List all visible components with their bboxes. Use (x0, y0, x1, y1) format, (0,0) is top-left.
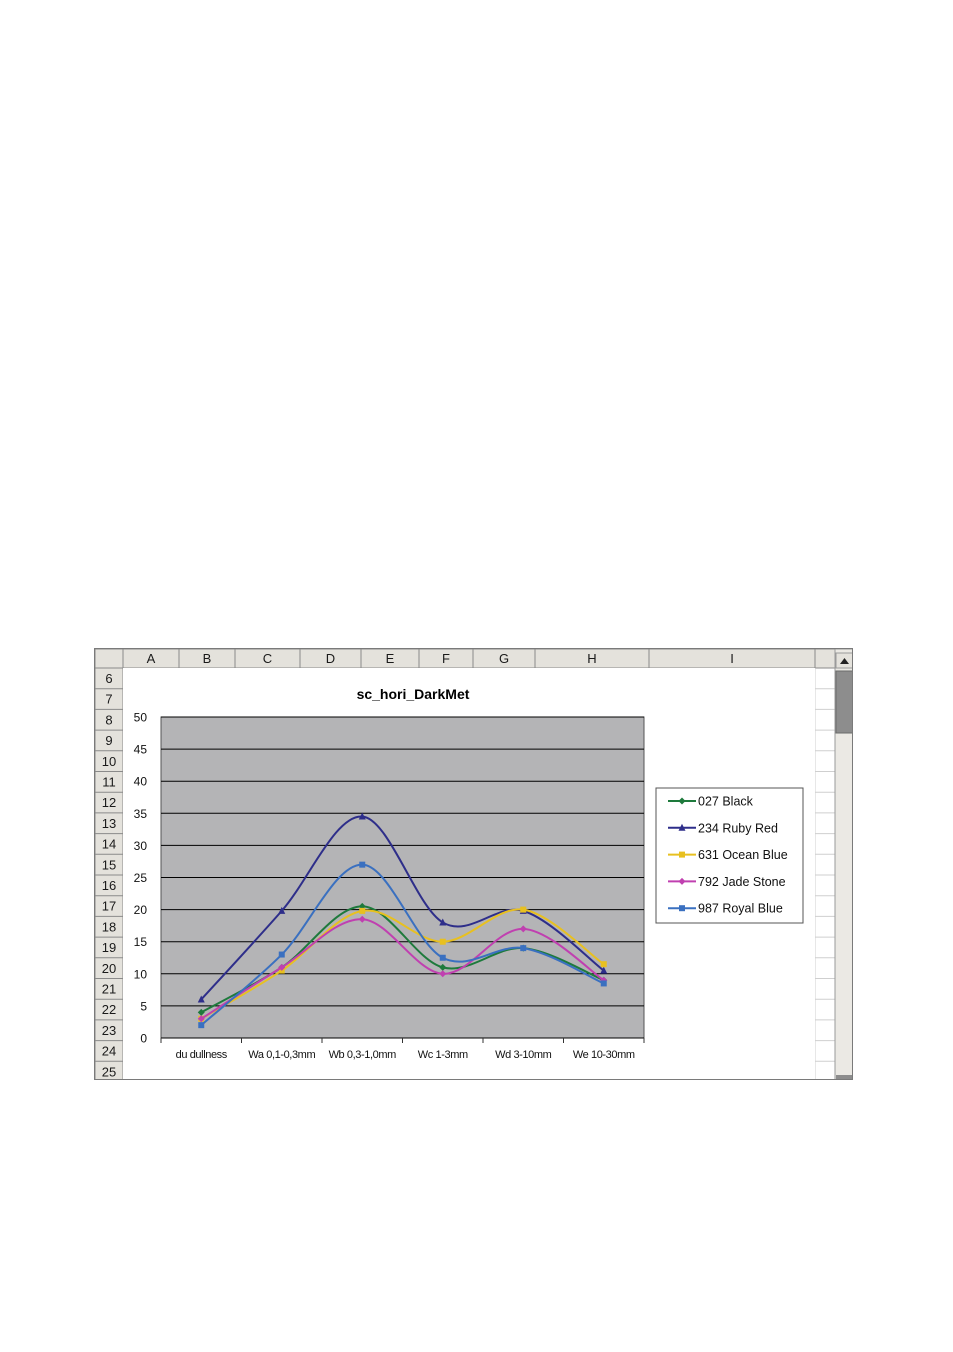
row-header-6[interactable]: 6 (105, 671, 112, 686)
legend-entry-4[interactable]: 987 Royal Blue (698, 902, 783, 916)
y-tick-label-20: 20 (134, 903, 148, 917)
series-line-3[interactable] (200, 918, 605, 1020)
legend-marker-4[interactable] (679, 905, 685, 912)
row-header-16[interactable]: 16 (102, 878, 116, 893)
legend-marker-1[interactable] (678, 823, 686, 831)
legend-marker-2[interactable] (679, 851, 685, 858)
column-header-i[interactable]: I (730, 651, 734, 666)
scroll-up-arrow-icon (840, 658, 849, 664)
column-header-h[interactable]: H (587, 651, 596, 666)
row-header-7[interactable]: 7 (105, 692, 112, 707)
x-tick-label-0: du dullness (176, 1049, 228, 1061)
series-4[interactable] (198, 861, 607, 1029)
y-tick-label-5: 5 (140, 999, 147, 1013)
data-point-2-2[interactable] (359, 907, 366, 914)
data-point-4-4[interactable] (520, 945, 527, 952)
series-line-2[interactable] (200, 908, 605, 1020)
y-tick-label-15: 15 (134, 935, 148, 949)
row-header-24[interactable]: 24 (102, 1044, 116, 1059)
column-header-b[interactable]: B (203, 651, 212, 666)
x-tick-label-5: We 10-30mm (573, 1049, 635, 1061)
data-point-0-0[interactable] (197, 1008, 205, 1016)
data-point-3-2[interactable] (358, 915, 366, 923)
y-tick-label-45: 45 (134, 743, 148, 757)
row-header-8[interactable]: 8 (105, 712, 112, 727)
y-tick-label-0: 0 (140, 1032, 147, 1046)
chart[interactable]: sc_hori_DarkMet 0 5 10 15 20 25 30 35 40 45 50 du du… (123, 668, 815, 1080)
column-header-g[interactable]: G (499, 651, 509, 666)
legend-entry-3[interactable]: 792 Jade Stone (698, 875, 786, 889)
row-header-19[interactable]: 19 (102, 940, 116, 955)
y-tick-label-30: 30 (134, 839, 148, 853)
y-tick-label-25: 25 (134, 871, 148, 885)
row-header-23[interactable]: 23 (102, 1023, 116, 1038)
row-header-17[interactable]: 17 (102, 899, 116, 914)
data-point-0-3[interactable] (439, 963, 447, 971)
data-point-4-5[interactable] (600, 980, 607, 987)
data-point-1-3[interactable] (439, 918, 447, 926)
data-point-3-3[interactable] (439, 970, 447, 978)
data-point-1-0[interactable] (197, 995, 205, 1003)
column-header-c[interactable]: C (263, 651, 272, 666)
legend-entry-0[interactable]: 027 Black (698, 795, 754, 809)
data-point-1-5[interactable] (600, 966, 608, 974)
row-header-9[interactable]: 9 (105, 733, 112, 748)
row-header-12[interactable]: 12 (102, 795, 116, 810)
legend-entry-2[interactable]: 631 Ocean Blue (698, 848, 788, 862)
row-header-21[interactable]: 21 (102, 982, 116, 997)
y-tick-label-50: 50 (134, 711, 148, 725)
data-point-1-2[interactable] (358, 812, 366, 820)
corner-cell[interactable] (95, 649, 124, 669)
row-header-10[interactable]: 10 (102, 754, 116, 769)
data-point-4-1[interactable] (278, 951, 285, 958)
row-header-25[interactable]: 25 (102, 1064, 116, 1079)
x-tick-label-3: Wc 1-3mm (418, 1049, 468, 1061)
scroll-thumb[interactable] (835, 670, 853, 734)
data-point-1-1[interactable] (278, 906, 286, 914)
column-header-a[interactable]: A (147, 651, 156, 666)
data-point-4-3[interactable] (439, 954, 446, 961)
row-header-14[interactable]: 14 (102, 837, 116, 852)
row-header-22[interactable]: 22 (102, 1002, 116, 1017)
x-tick-label-4: Wd 3-10mm (495, 1049, 552, 1061)
data-point-4-0[interactable] (198, 1022, 205, 1029)
y-tick-label-40: 40 (134, 775, 148, 789)
spreadsheet-window: A B C D E F G H I 6 7 8 9 10 11 12 13 14 15 16 17 18 19 20 21 22… (94, 648, 853, 1080)
data-point-2-5[interactable] (600, 961, 607, 968)
row-header-20[interactable]: 20 (102, 961, 116, 976)
legend[interactable]: 027 Black 234 Ruby Red 631 Ocean Blue 792 J… (655, 787, 804, 924)
data-point-2-4[interactable] (520, 906, 527, 913)
vertical-scrollbar[interactable] (834, 649, 853, 1080)
legend-marker-3[interactable] (678, 877, 686, 885)
data-point-4-2[interactable] (359, 861, 366, 868)
series-line-1[interactable] (200, 815, 605, 1001)
data-point-3-4[interactable] (519, 925, 527, 933)
x-tick-label-2: Wb 0,3-1,0mm (329, 1049, 397, 1061)
data-point-3-0[interactable] (197, 1015, 205, 1023)
scroll-down-button[interactable] (836, 1075, 853, 1080)
row-header-18[interactable]: 18 (102, 919, 116, 934)
column-header-f[interactable]: F (442, 651, 450, 666)
y-tick-label-35: 35 (134, 807, 148, 821)
chart-title: sc_hori_DarkMet (357, 686, 470, 702)
row-header-15[interactable]: 15 (102, 857, 116, 872)
data-point-2-3[interactable] (439, 938, 446, 945)
column-header-e[interactable]: E (386, 651, 395, 666)
x-tick-label-1: Wa 0,1-0,3mm (248, 1049, 315, 1061)
legend-marker-0[interactable] (678, 797, 686, 805)
row-header-13[interactable]: 13 (102, 816, 116, 831)
y-tick-label-10: 10 (134, 967, 148, 981)
legend-entry-1[interactable]: 234 Ruby Red (698, 821, 778, 835)
row-header-11[interactable]: 11 (102, 775, 116, 790)
column-header-d[interactable]: D (326, 651, 335, 666)
data-point-3-1[interactable] (278, 963, 286, 971)
series-3[interactable] (197, 915, 608, 1023)
